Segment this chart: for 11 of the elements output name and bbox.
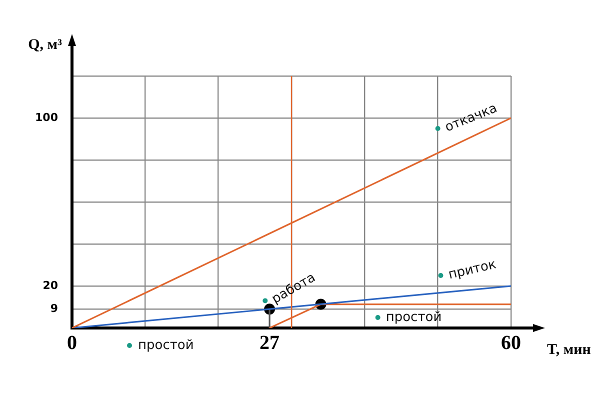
y-tick-label: 20 <box>42 278 58 292</box>
y-axis-title: Q, м³ <box>28 36 62 53</box>
y-tick-label: 9 <box>50 302 58 315</box>
x-tick-label: 60 <box>501 332 521 354</box>
annotation: приток <box>447 257 498 283</box>
x-tick-label: 27 <box>260 332 280 354</box>
x-tick-label: 0 <box>67 332 77 354</box>
text: простой <box>138 338 194 353</box>
y-tick-label: 100 <box>35 110 58 124</box>
x-axis-title: T, мин <box>547 342 592 358</box>
annotation: простой <box>386 310 442 325</box>
